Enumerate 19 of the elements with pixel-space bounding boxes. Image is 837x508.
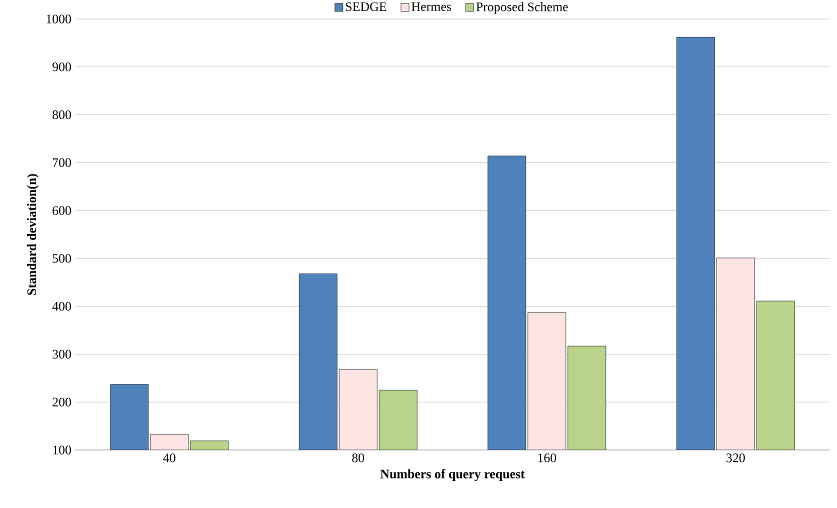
y-tick-label: 200 [52, 398, 71, 406]
legend-label: Hermes [412, 2, 452, 12]
x-tick-label: 40 [163, 454, 176, 462]
y-tick-label: 500 [52, 254, 71, 263]
y-tick-label: 1000 [46, 14, 71, 24]
x-tick-label: 320 [726, 454, 745, 462]
x-axis-title: Numbers of query request [380, 469, 525, 481]
x-tick-label: 80 [352, 454, 364, 462]
y-tick-label: 800 [52, 110, 71, 120]
x-tick-label: 160 [538, 454, 556, 462]
y-tick-label: 400 [52, 302, 71, 311]
y-tick-label: 900 [52, 62, 71, 72]
y-tick-label: 300 [52, 350, 71, 359]
legend-label: Proposed Scheme [476, 2, 568, 14]
y-tick-label: 100 [53, 446, 71, 454]
y-axis-title: Standard deviation(n) [27, 174, 39, 295]
y-tick-label: 700 [52, 158, 71, 168]
legend-label: SEDGE [346, 2, 386, 12]
y-tick-label: 600 [52, 206, 71, 215]
